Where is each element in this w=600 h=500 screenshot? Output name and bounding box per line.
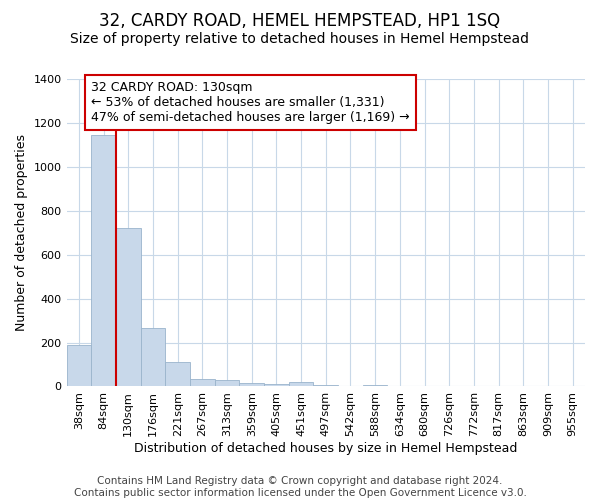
Bar: [215, 380, 239, 386]
Bar: [264, 384, 289, 386]
Bar: [116, 228, 140, 386]
Bar: [140, 328, 165, 386]
Text: 32 CARDY ROAD: 130sqm
← 53% of detached houses are smaller (1,331)
47% of semi-d: 32 CARDY ROAD: 130sqm ← 53% of detached …: [91, 81, 410, 124]
Bar: [190, 379, 215, 386]
Bar: [289, 382, 313, 386]
Text: Contains HM Land Registry data © Crown copyright and database right 2024.
Contai: Contains HM Land Registry data © Crown c…: [74, 476, 526, 498]
Bar: [91, 135, 116, 386]
Y-axis label: Number of detached properties: Number of detached properties: [15, 134, 28, 331]
Text: Size of property relative to detached houses in Hemel Hempstead: Size of property relative to detached ho…: [71, 32, 530, 46]
Bar: [165, 362, 190, 386]
Bar: [239, 383, 264, 386]
Text: 32, CARDY ROAD, HEMEL HEMPSTEAD, HP1 1SQ: 32, CARDY ROAD, HEMEL HEMPSTEAD, HP1 1SQ: [100, 12, 500, 30]
X-axis label: Distribution of detached houses by size in Hemel Hempstead: Distribution of detached houses by size …: [134, 442, 517, 455]
Bar: [67, 344, 91, 387]
